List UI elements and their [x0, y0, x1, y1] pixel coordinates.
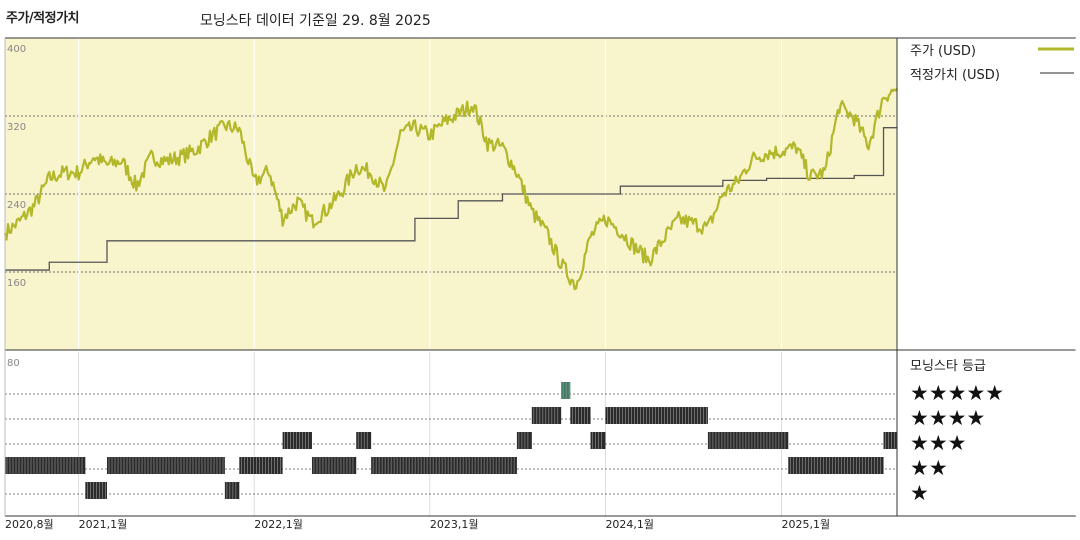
x-tick-label: 2024,1월 — [605, 518, 654, 531]
rating-bar-4-star — [605, 407, 708, 424]
y-tick-label: 240 — [7, 200, 26, 211]
rating-bar-2-star — [311, 457, 357, 474]
legend-fair-value-label: 적정가치 (USD) — [910, 68, 1000, 83]
legend-star-row: ★ — [910, 481, 929, 505]
price-line — [3, 88, 898, 291]
y-tick-label: 400 — [7, 44, 26, 55]
legend-rating-title: 모닝스타 등급 — [910, 359, 986, 374]
rating-bar-3-star — [883, 432, 897, 449]
price-series — [3, 88, 898, 291]
legend: 주가 (USD)적정가치 (USD)모닝스타 등급★★★★★★★★★★★★★★★ — [910, 44, 1074, 505]
rating-bars — [5, 382, 897, 499]
legend-star-row: ★★★ — [910, 431, 966, 455]
chart-title: 주가/적정가치 — [6, 11, 80, 26]
y-tick-label: 160 — [7, 278, 26, 289]
rating-bar-5-star — [561, 382, 571, 399]
rating-bar-2-star — [788, 457, 884, 474]
legend-price-label: 주가 (USD) — [910, 44, 976, 59]
data-date-subtitle: 모닝스타 데이터 기준일 29. 8월 2025 — [200, 13, 431, 29]
axis-labels: 400 320 240 160 2020,8월 2021,1월 2022,1월 2023,1월… — [5, 44, 830, 531]
y-tick-label: 320 — [7, 122, 26, 133]
x-tick-label: 2023,1월 — [430, 518, 479, 531]
x-tick-label: 2021,1월 — [79, 518, 128, 531]
rating-y-tick: 80 — [7, 358, 20, 369]
legend-star-row: ★★★★ — [910, 406, 985, 430]
legend-star-row: ★★ — [910, 456, 948, 480]
fair-value-line — [5, 127, 897, 271]
rating-bar-3-star — [282, 432, 312, 449]
rating-bar-2-star — [239, 457, 283, 474]
rating-bar-2-star — [371, 457, 517, 474]
chart-frame — [4, 37, 1077, 517]
x-tick-label: 2022,1월 — [254, 518, 303, 531]
legend-star-row: ★★★★★ — [910, 381, 1004, 405]
x-tick-label: 2020,8월 — [5, 518, 54, 531]
x-tick-label: 2025,1월 — [782, 518, 831, 531]
rating-bar-4-star — [531, 407, 562, 424]
grid-lines — [5, 38, 897, 516]
